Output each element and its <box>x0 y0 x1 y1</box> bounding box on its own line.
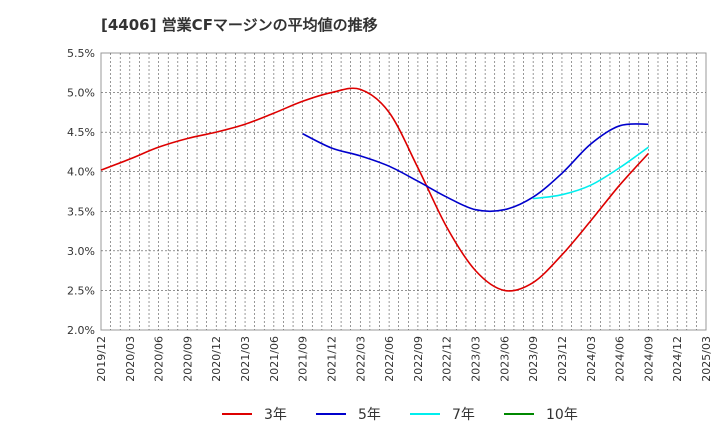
legend-label: 3年 <box>264 407 287 423</box>
y-tick-label: 2.0% <box>67 324 95 337</box>
y-tick-label: 3.5% <box>67 205 95 218</box>
x-tick-label: 2019/12 <box>95 336 108 382</box>
x-tick-label: 2023/03 <box>470 336 483 382</box>
x-tick-label: 2024/12 <box>671 336 684 382</box>
legend-label: 10年 <box>546 407 578 423</box>
y-tick-label: 2.5% <box>67 284 95 297</box>
x-tick-label: 2024/03 <box>585 336 598 382</box>
y-tick-label: 3.0% <box>67 245 95 258</box>
x-tick-label: 2021/12 <box>325 336 338 382</box>
x-tick-label: 2020/09 <box>181 336 194 382</box>
x-tick-label: 2023/06 <box>498 336 511 382</box>
chart-title: [4406] 営業CFマージンの平均値の推移 <box>101 16 378 34</box>
axis-layer: 2.0% 2.5% 3.0% 3.5% 4.0% 4.5% 5.0% 5.5% 2019/12 2… <box>67 47 713 382</box>
x-tick-label: 2020/12 <box>210 336 223 382</box>
y-tick-label: 5.0% <box>67 87 95 100</box>
legend-label: 5年 <box>358 407 381 423</box>
x-tick-label: 2023/09 <box>527 336 540 382</box>
x-tick-label: 2022/03 <box>354 336 367 382</box>
x-tick-label: 2020/03 <box>124 336 137 382</box>
x-tick-label: 2024/06 <box>614 336 627 382</box>
x-tick-label: 2021/09 <box>297 336 310 382</box>
series-layer <box>100 87 649 292</box>
x-tick-label: 2020/06 <box>153 336 166 382</box>
y-tick-label: 4.5% <box>67 126 95 139</box>
x-tick-label: 2022/12 <box>441 336 454 382</box>
y-tick-label: 4.0% <box>67 166 95 179</box>
plot-area <box>100 52 707 331</box>
x-tick-label: 2022/09 <box>412 336 425 382</box>
x-tick-label: 2024/09 <box>642 336 655 382</box>
series-line-2 <box>302 123 649 213</box>
x-tick-label: 2021/06 <box>268 336 281 382</box>
legend-label: 7年 <box>452 407 475 423</box>
x-tick-label: 2021/03 <box>239 336 252 382</box>
y-tick-label: 5.5% <box>67 47 95 60</box>
grid-layer <box>100 52 707 331</box>
x-tick-label: 2023/12 <box>556 336 569 382</box>
x-tick-label: 2022/06 <box>383 336 396 382</box>
legend: 3年 5年 7年 10年 <box>222 407 578 423</box>
series-line-1 <box>100 87 649 292</box>
x-tick-label: 2025/03 <box>700 336 713 382</box>
series-line-3 <box>533 146 649 200</box>
